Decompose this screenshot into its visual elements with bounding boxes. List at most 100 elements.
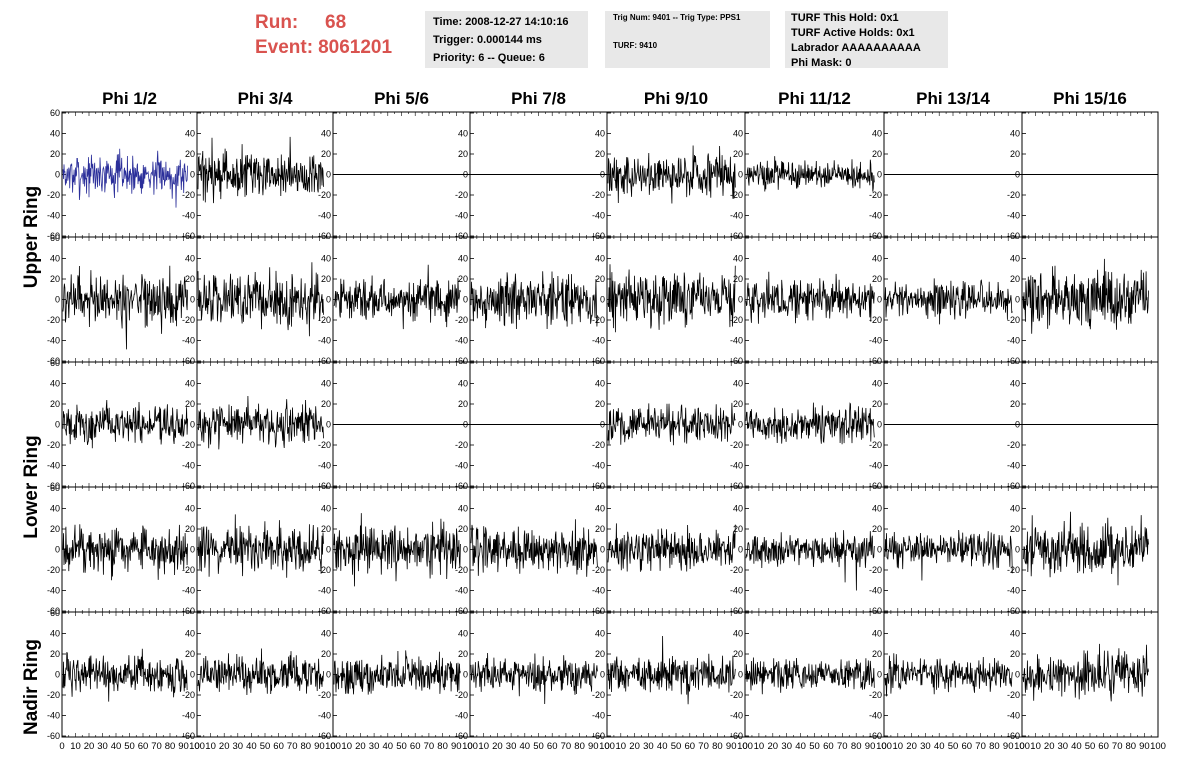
y-tick-label: -20: [455, 690, 468, 700]
y-tick-label: -20: [730, 565, 743, 575]
y-tick-label: 20: [872, 149, 882, 159]
waveform-panel: 40 20 0 -20 -40 -60: [182, 236, 334, 366]
x-tick-label: 0: [881, 741, 886, 752]
y-tick-label: -40: [592, 586, 605, 596]
y-tick-label: -40: [455, 586, 468, 596]
x-tick-label: 80: [165, 741, 176, 752]
y-tick-label: -40: [455, 336, 468, 346]
x-tick-label: 70: [424, 741, 435, 752]
waveform-trace: [333, 513, 461, 587]
y-tick-label: -60: [318, 356, 331, 366]
waveform-trace: [1022, 643, 1149, 702]
waveform-trace: [607, 635, 736, 705]
y-tick-label: -20: [730, 440, 743, 450]
waveform-panel: 40 20 0 -20 -40 -60: [1007, 486, 1159, 616]
waveform-trace: [607, 523, 736, 572]
x-tick-label: 10: [754, 741, 765, 752]
x-tick-label: 80: [437, 741, 448, 752]
x-tick-label: 0: [194, 741, 199, 752]
y-tick-label: -20: [182, 315, 195, 325]
x-tick-label: 10: [893, 741, 904, 752]
x-tick-label: 50: [671, 741, 682, 752]
y-tick-label: 40: [1010, 379, 1020, 389]
column-header: Phi 1/2: [102, 89, 157, 108]
y-tick-label: 0: [877, 670, 882, 680]
x-tick-label: 90: [1139, 741, 1150, 752]
y-tick-label: -40: [730, 211, 743, 221]
labrador-text: Labrador AAAAAAAAAA: [791, 42, 921, 54]
trigger-text: Trigger: 0.000144 ms: [433, 34, 542, 46]
run-label: Run:: [255, 12, 299, 33]
x-tick-label: 90: [726, 741, 737, 752]
x-tick-label: 70: [975, 741, 986, 752]
waveform-panel: 40 20 0 -20 -40 -60: [318, 361, 471, 491]
trig-num-text: Trig Num: 9401 -- Trig Type: PPS1: [613, 13, 741, 22]
waveform-panel: 40 20 0 -20 -40 -60: [318, 486, 471, 616]
x-tick-label: 0: [59, 741, 64, 752]
x-tick-label: 60: [138, 741, 149, 752]
x-tick-label: 20: [492, 741, 503, 752]
y-tick-label: 0: [463, 545, 468, 555]
waveform-panel: 40 20 0 -20 -40 -60: [455, 236, 608, 366]
x-tick-label: 100: [462, 741, 478, 752]
waveform-panel: 60 40 20 0 -20 -40 -60: [47, 483, 198, 616]
y-tick-label: 20: [872, 649, 882, 659]
waveform-panel: 40 20 0 -20 -40 -60: [318, 236, 471, 366]
y-tick-label: 0: [738, 170, 743, 180]
y-tick-label: 0: [600, 295, 605, 305]
waveform-trace: [884, 529, 1013, 581]
y-tick-label: 20: [458, 524, 468, 534]
x-tick-label: 40: [657, 741, 668, 752]
x-tick-label: 0: [467, 741, 472, 752]
y-tick-label: -60: [1007, 481, 1020, 491]
y-tick-label: -40: [47, 211, 60, 221]
y-tick-label: 0: [877, 170, 882, 180]
y-tick-label: 40: [50, 629, 60, 639]
waveform-trace: [1022, 258, 1149, 334]
y-tick-label: 40: [872, 504, 882, 514]
y-tick-label: 20: [185, 524, 195, 534]
time-text: Time: 2008-12-27 14:10:16: [433, 16, 569, 28]
y-tick-label: 0: [877, 420, 882, 430]
y-tick-label: -60: [730, 731, 743, 741]
turf-this-hold-text: TURF This Hold: 0x1: [791, 12, 899, 24]
y-tick-label: -60: [869, 481, 882, 491]
y-tick-label: 60: [50, 108, 60, 118]
y-tick-label: 40: [50, 254, 60, 264]
x-tick-label: 60: [273, 741, 284, 752]
y-tick-label: 20: [733, 399, 743, 409]
y-tick-label: 60: [50, 233, 60, 243]
y-tick-label: -60: [592, 356, 605, 366]
y-tick-label: 40: [185, 254, 195, 264]
x-tick-label: 50: [260, 741, 271, 752]
y-tick-label: -40: [182, 586, 195, 596]
y-tick-label: 20: [321, 524, 331, 534]
waveform-trace: [607, 145, 736, 204]
x-tick-label: 40: [246, 741, 257, 752]
x-tick-label: 0: [604, 741, 609, 752]
y-tick-label: -40: [455, 711, 468, 721]
y-tick-label: 0: [326, 670, 331, 680]
y-tick-label: -20: [592, 315, 605, 325]
waveform-trace: [62, 648, 188, 702]
x-tick-label: 30: [920, 741, 931, 752]
y-tick-label: -20: [318, 315, 331, 325]
x-tick-label: 30: [506, 741, 517, 752]
y-tick-label: -60: [455, 481, 468, 491]
turf-hold-info-box: TURF This Hold: 0x1 TURF Active Holds: 0…: [785, 11, 948, 69]
waveform-panel: 40 20 0 -20 -40 -60: [730, 361, 885, 491]
y-tick-label: 40: [458, 129, 468, 139]
y-tick-label: 20: [1010, 149, 1020, 159]
waveform-trace: [745, 657, 875, 695]
waveform-trace: [745, 530, 875, 591]
y-tick-label: -20: [182, 690, 195, 700]
y-tick-label: 40: [458, 379, 468, 389]
column-header: Phi 15/16: [1053, 89, 1127, 108]
y-tick-label: -20: [1007, 190, 1020, 200]
x-tick-label: 30: [97, 741, 108, 752]
y-tick-label: 0: [738, 420, 743, 430]
y-tick-label: -20: [47, 565, 60, 575]
y-tick-label: -60: [455, 731, 468, 741]
y-tick-label: -40: [869, 711, 882, 721]
waveform-panel: 40 20 0 -20 -40 -60: [1007, 361, 1159, 491]
